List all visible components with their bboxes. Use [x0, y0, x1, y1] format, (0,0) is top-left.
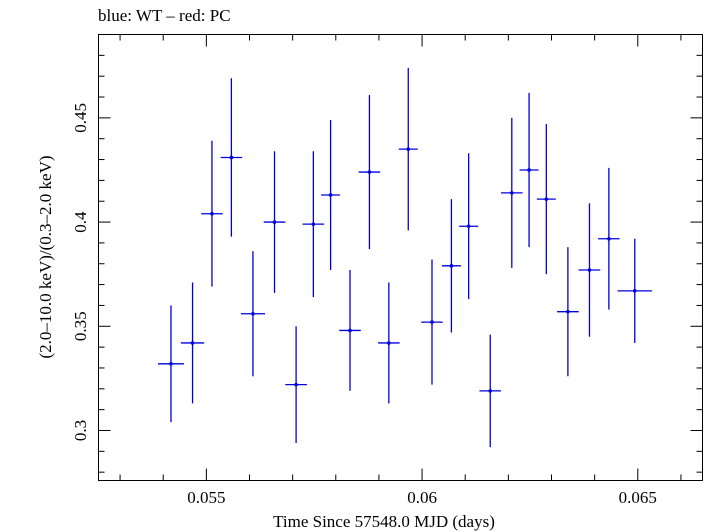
data-point: [263, 151, 286, 293]
data-point: [598, 167, 620, 310]
data-point: [578, 203, 601, 337]
data-point: [421, 259, 443, 385]
point-marker: [210, 211, 214, 216]
point-marker: [387, 341, 391, 345]
point-marker: [607, 236, 611, 241]
point-marker: [328, 193, 333, 197]
x-tick-label: 0.06: [407, 488, 437, 507]
y-tick-label: 0.3: [71, 420, 90, 441]
point-marker: [566, 309, 570, 314]
x-axis: 0.055 0.06 0.065: [119, 34, 682, 507]
x-axis-label: Time Since 57548.0 MJD (days): [273, 512, 495, 531]
data-point: [302, 151, 325, 298]
data-point: [240, 251, 266, 377]
data-point: [459, 153, 479, 300]
data-point: [441, 199, 461, 333]
point-marker: [587, 268, 592, 272]
point-marker: [430, 320, 434, 324]
y-axis: 0.3 0.35 0.4 0.45: [71, 54, 703, 473]
point-marker: [466, 224, 471, 229]
data-point: [180, 282, 205, 404]
point-marker: [251, 311, 255, 316]
data-point: [479, 334, 502, 448]
data-point: [285, 326, 307, 443]
point-marker: [449, 264, 454, 268]
point-marker: [632, 289, 637, 293]
data-point: [398, 67, 418, 231]
point-marker: [272, 220, 277, 224]
point-marker: [348, 328, 352, 333]
data-series: [158, 67, 653, 448]
data-point: [536, 124, 556, 275]
data-point: [220, 78, 243, 237]
data-point: [358, 94, 381, 250]
point-marker: [527, 168, 531, 172]
data-point: [378, 282, 400, 404]
x-tick-label: 0.055: [187, 488, 225, 507]
point-marker: [190, 341, 195, 345]
point-marker: [406, 147, 411, 151]
data-point: [519, 92, 539, 248]
data-point: [201, 140, 223, 287]
y-tick-label: 0.45: [71, 103, 90, 133]
point-marker: [544, 197, 549, 201]
chart-title: blue: WT – red: PC: [98, 6, 231, 25]
data-point: [557, 247, 579, 377]
x-tick-label: 0.065: [619, 488, 657, 507]
data-point: [339, 270, 361, 391]
data-point: [501, 117, 523, 268]
data-point: [158, 305, 184, 423]
point-marker: [510, 191, 514, 195]
point-marker: [488, 389, 493, 393]
y-axis-label: (2.0–10.0 keV)/(0.3–2.0 keV): [36, 155, 55, 358]
data-point: [321, 119, 341, 271]
point-marker: [229, 155, 234, 160]
point-marker: [367, 170, 372, 174]
y-tick-label: 0.4: [71, 211, 90, 233]
point-marker: [294, 382, 298, 387]
data-point: [617, 238, 653, 343]
point-marker: [169, 361, 173, 366]
plot-frame: [98, 34, 703, 481]
point-marker: [311, 222, 316, 226]
y-tick-label: 0.35: [71, 311, 90, 341]
